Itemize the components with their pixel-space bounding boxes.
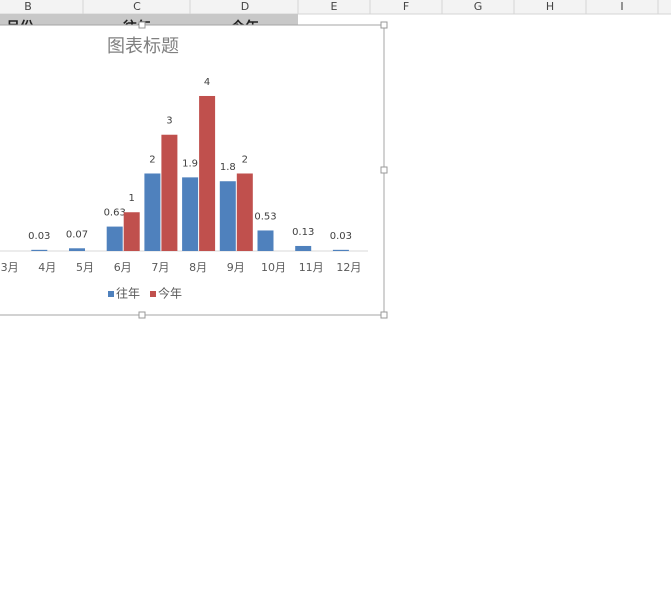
resize-handle[interactable] xyxy=(380,311,388,319)
column-label: C xyxy=(133,0,141,13)
legend-label: 今年 xyxy=(158,286,182,301)
bar xyxy=(257,230,274,251)
data-label: 0.03 xyxy=(330,231,352,242)
x-tick-label: 7月 xyxy=(151,261,169,274)
bar xyxy=(199,95,216,251)
chart-frame[interactable] xyxy=(0,24,385,316)
bar xyxy=(144,173,161,251)
x-tick-label: 8月 xyxy=(189,261,207,274)
data-label: 3 xyxy=(166,116,172,127)
bar xyxy=(182,177,199,251)
chart: 图表标题 3月 4月 0.03 5月 0.07 6月 0.631 7月 2 3 8月 1.9 4 9月 1.… xyxy=(0,21,388,319)
bar xyxy=(106,226,123,251)
column-label: B xyxy=(24,0,32,13)
resize-handle[interactable] xyxy=(138,311,146,319)
data-label: 0.63 xyxy=(104,208,126,219)
column-label: G xyxy=(474,0,483,13)
bar xyxy=(295,245,312,251)
resize-handle[interactable] xyxy=(380,166,388,174)
x-tick-label: 11月 xyxy=(299,261,324,274)
resize-handle[interactable] xyxy=(380,21,388,29)
x-tick-label: 12月 xyxy=(336,261,361,274)
bar xyxy=(236,173,253,251)
column-label: E xyxy=(331,0,338,13)
data-label: 4 xyxy=(204,77,210,88)
data-label: 2 xyxy=(242,154,248,165)
x-tick-label: 6月 xyxy=(114,261,132,274)
bar xyxy=(123,212,140,251)
x-tick-label: 9月 xyxy=(227,261,245,274)
bar xyxy=(219,181,236,251)
data-label: 1 xyxy=(129,193,135,204)
column-label: D xyxy=(241,0,249,13)
column-label: H xyxy=(546,0,554,13)
x-tick-label: 3月 xyxy=(1,261,19,274)
data-label: 1.9 xyxy=(182,158,198,169)
data-label: 0.13 xyxy=(292,227,314,238)
x-tick-label: 5月 xyxy=(76,261,94,274)
data-label: 0.53 xyxy=(254,211,276,222)
bar xyxy=(69,248,85,251)
data-label: 0.03 xyxy=(28,231,50,242)
legend-swatch xyxy=(108,291,114,297)
bar xyxy=(161,134,178,251)
bar xyxy=(31,249,48,251)
data-label: 1.8 xyxy=(220,162,236,173)
resize-handle[interactable] xyxy=(138,21,146,29)
x-tick-label: 4月 xyxy=(38,261,56,274)
header-row xyxy=(0,14,298,26)
column-header-bar xyxy=(0,0,671,14)
bar xyxy=(332,249,349,251)
legend-label: 往年 xyxy=(116,286,140,301)
data-label: 0.07 xyxy=(66,229,88,240)
column-label: F xyxy=(403,0,409,13)
chart-title: 图表标题 xyxy=(107,36,179,57)
data-label: 2 xyxy=(149,154,155,165)
legend-swatch xyxy=(150,291,156,297)
column-label: I xyxy=(620,0,623,13)
x-tick-label: 10月 xyxy=(261,261,286,274)
